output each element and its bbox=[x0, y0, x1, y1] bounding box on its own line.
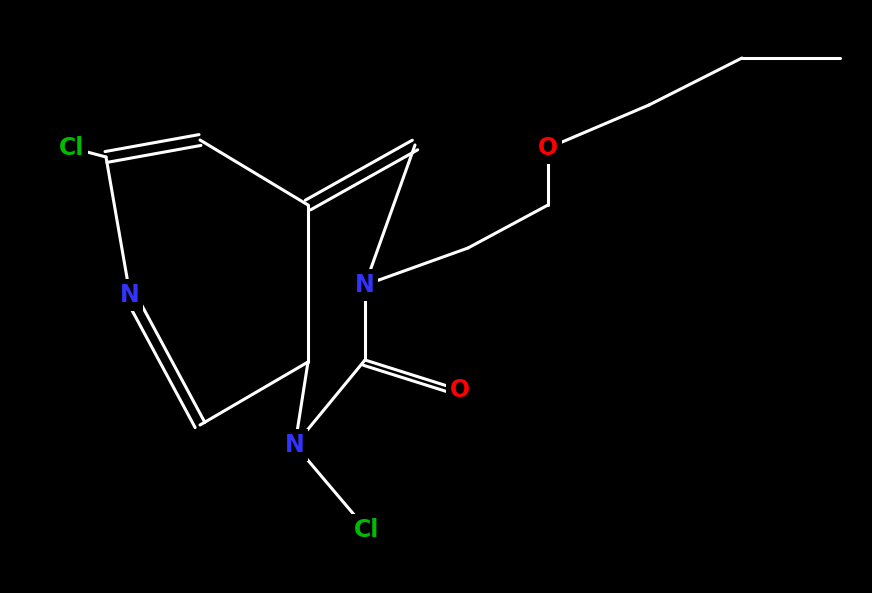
Text: Cl: Cl bbox=[354, 518, 379, 542]
Text: N: N bbox=[285, 433, 305, 457]
Text: Cl: Cl bbox=[59, 136, 85, 160]
Text: N: N bbox=[355, 273, 375, 297]
Text: O: O bbox=[450, 378, 470, 402]
Text: O: O bbox=[538, 136, 558, 160]
Text: N: N bbox=[120, 283, 140, 307]
